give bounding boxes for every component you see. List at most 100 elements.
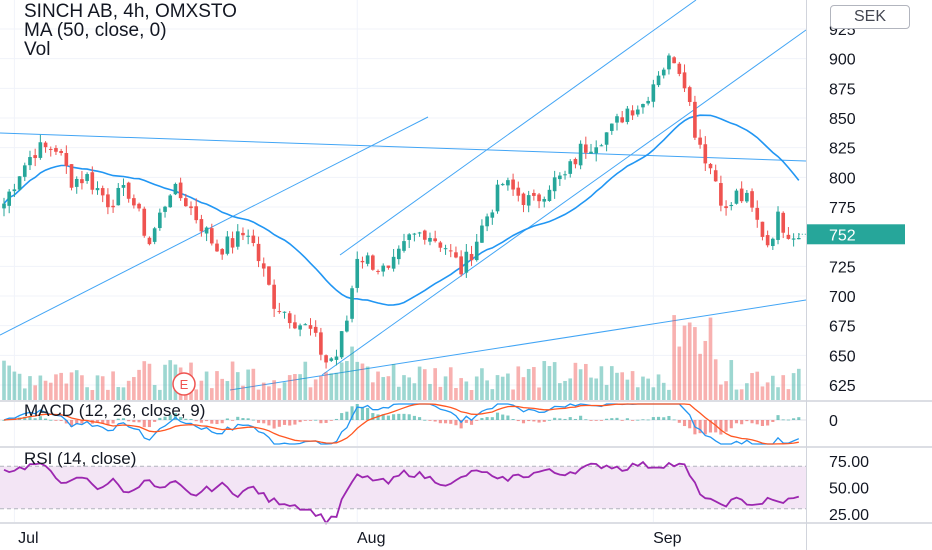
volume-bar [230, 361, 235, 400]
candle-body [261, 263, 266, 269]
macd-histogram-bar [636, 419, 640, 421]
volume-bar [272, 380, 276, 400]
last-price-badge[interactable] [807, 224, 905, 245]
symbol-title[interactable]: SINCH AB, 4h, OMXSTO [24, 1, 237, 22]
last-price-label[interactable]: 752 [829, 227, 856, 244]
time-axis[interactable]: Jul Aug Sep [18, 530, 682, 547]
candle-body [698, 137, 702, 145]
candle [178, 177, 183, 201]
volume-bar [111, 371, 115, 400]
volume-bar [490, 389, 495, 400]
macd-legend[interactable]: MACD (12, 26, close, 9) [24, 401, 206, 420]
volume-bar [745, 383, 749, 400]
candle [241, 227, 245, 241]
candle [2, 197, 6, 217]
macd-histogram-bar [786, 419, 790, 421]
rsi-legend[interactable]: RSI (14, close) [24, 449, 137, 468]
trendlines[interactable] [0, 0, 807, 391]
macd-histogram-bar [656, 416, 661, 420]
volume-legend[interactable]: Vol [24, 39, 51, 60]
volume-bar [578, 369, 583, 400]
macd-histogram-bar [298, 420, 302, 423]
candle-body [417, 232, 422, 234]
candle [230, 231, 235, 254]
macd-pane [0, 403, 806, 445]
macd-histogram-bar [199, 420, 203, 423]
macd-histogram-bar [698, 420, 702, 434]
volume-bar [69, 372, 74, 400]
candle [199, 214, 204, 237]
trend-line[interactable] [229, 299, 807, 391]
candle [480, 219, 484, 243]
volume-bars [2, 315, 801, 400]
candle [100, 185, 105, 203]
candle-body [781, 212, 786, 233]
volume-bar [246, 369, 250, 400]
candle [511, 173, 515, 196]
macd-histogram-bar [708, 420, 713, 433]
volume-bar [345, 361, 349, 400]
macd-histogram-bar [49, 419, 53, 421]
candle [506, 177, 510, 191]
candle-body [589, 151, 593, 154]
candle [38, 134, 43, 160]
macd-histogram-bar [501, 414, 505, 420]
macd-histogram-bar [132, 420, 136, 423]
volume-bar [656, 374, 661, 400]
candle [713, 164, 718, 182]
candle [251, 229, 256, 247]
candle-body [355, 258, 360, 288]
volume-bar [719, 384, 723, 400]
candle-body [682, 72, 687, 89]
earnings-label[interactable]: E [180, 377, 189, 392]
macd-histogram-bar [381, 414, 385, 420]
macd-histogram-bar [158, 417, 162, 420]
volume-bar [313, 379, 318, 400]
candle-body [256, 243, 261, 262]
macd-histogram-bar [469, 420, 474, 425]
trend-line[interactable] [339, 0, 697, 256]
volume-bar [215, 371, 219, 400]
macd-histogram-bar [54, 420, 58, 421]
candle [277, 302, 282, 314]
macd-histogram-bar [797, 417, 801, 420]
candle [708, 162, 713, 175]
candle-body [74, 178, 79, 187]
volume-bar [298, 374, 302, 400]
volume-bar [672, 315, 676, 400]
macd-histogram-bar [641, 419, 645, 421]
candle-body [33, 155, 37, 159]
candle-body [677, 63, 682, 74]
candle-body [17, 176, 22, 190]
currency-button[interactable]: SEK [830, 5, 910, 29]
candle-body [345, 320, 349, 332]
volume-bar [137, 369, 141, 400]
candle-body [251, 235, 256, 244]
macd-histogram-bar [360, 406, 364, 420]
candle [516, 181, 521, 202]
macd-histogram-bar [703, 420, 707, 435]
volume-bar [734, 389, 739, 400]
candle-body [693, 101, 697, 138]
trend-line[interactable] [321, 29, 807, 376]
candle [469, 245, 474, 266]
candle [485, 213, 489, 232]
trend-line[interactable] [0, 132, 807, 162]
volume-bar [563, 380, 567, 400]
candle [693, 95, 697, 140]
macd-histogram-bar [511, 419, 515, 420]
earnings-marker[interactable]: E [172, 372, 196, 396]
volume-bar [661, 382, 666, 400]
macd-histogram-bar [69, 420, 74, 427]
ma-legend[interactable]: MA (50, close, 0) [24, 20, 167, 41]
earnings-circle[interactable] [172, 372, 196, 396]
candle [438, 240, 443, 252]
volume-bar [126, 380, 131, 400]
candle-body [609, 123, 614, 131]
candle-body [365, 255, 370, 264]
candle [204, 226, 209, 242]
candle-body [329, 358, 334, 361]
candle [604, 132, 609, 152]
trend-line[interactable] [0, 116, 429, 336]
